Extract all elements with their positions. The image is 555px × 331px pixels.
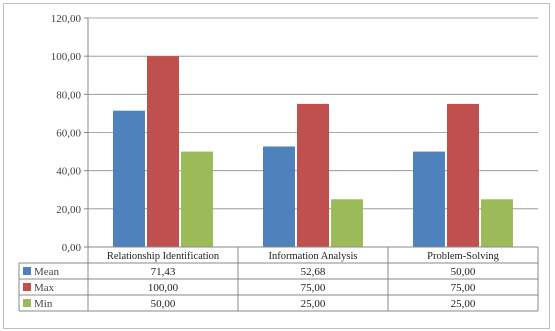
bar-min-3 — [481, 199, 513, 247]
bar-mean-1 — [113, 110, 145, 248]
data-table-value: 71,43 — [151, 266, 176, 278]
data-table-value: 52,68 — [301, 266, 326, 278]
y-tick-label: 100,00 — [51, 51, 82, 63]
legend-key-max — [23, 283, 31, 291]
data-table-value: 75,00 — [451, 282, 476, 294]
data-table-value: 100,00 — [148, 282, 179, 294]
legend-label-max: Max — [34, 282, 55, 294]
bar-max-1 — [147, 56, 179, 247]
bar-mean-2 — [263, 146, 295, 247]
data-table-value: 25,00 — [451, 298, 476, 310]
data-table-value: 50,00 — [151, 298, 176, 310]
bar-max-2 — [297, 103, 329, 247]
bar-min-2 — [331, 199, 363, 247]
y-tick-label: 60,00 — [56, 128, 81, 140]
y-tick-label: 20,00 — [56, 204, 81, 216]
x-category-label: Relationship Identification — [107, 251, 220, 262]
x-category-label: Problem-Solving — [427, 251, 500, 262]
legend-label-mean: Mean — [34, 266, 60, 278]
chart-frame — [3, 3, 550, 329]
y-tick-label: 0,00 — [62, 242, 82, 254]
bar-max-3 — [447, 103, 479, 247]
data-table-value: 75,00 — [301, 282, 326, 294]
y-tick-label: 40,00 — [56, 166, 81, 178]
bar-mean-3 — [413, 151, 445, 247]
x-category-label: Information Analysis — [269, 251, 358, 262]
data-table-value: 25,00 — [301, 298, 326, 310]
y-tick-label: 80,00 — [56, 89, 81, 101]
legend-key-mean — [23, 267, 31, 275]
data-table-value: 50,00 — [451, 266, 476, 278]
y-tick-label: 120,00 — [51, 13, 82, 25]
legend-key-min — [23, 299, 31, 307]
legend-label-min: Min — [34, 298, 53, 310]
bar-min-1 — [181, 151, 213, 247]
